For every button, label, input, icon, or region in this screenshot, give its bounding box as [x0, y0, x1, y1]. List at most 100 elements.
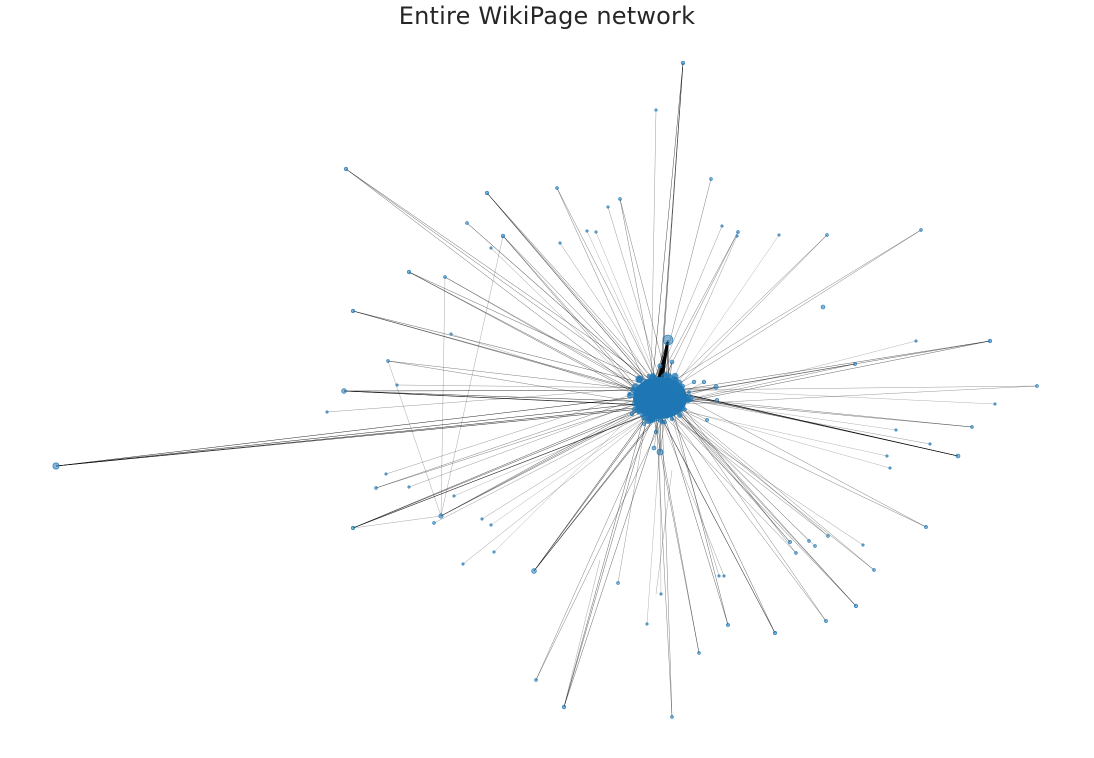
node	[914, 339, 918, 343]
edge	[657, 398, 875, 571]
node	[489, 523, 493, 527]
hub-node	[663, 379, 670, 386]
hub-node	[663, 389, 668, 394]
edge	[658, 398, 927, 528]
edge	[387, 360, 442, 517]
hub-node	[655, 415, 659, 419]
edge	[650, 109, 657, 407]
edge	[352, 310, 662, 388]
node	[726, 623, 730, 627]
node	[813, 544, 817, 548]
node	[616, 581, 620, 585]
edge	[653, 398, 725, 577]
node	[561, 704, 567, 710]
hub-node	[641, 387, 648, 394]
node	[651, 445, 657, 451]
nodes-layer	[52, 60, 1039, 719]
edge	[658, 234, 828, 399]
edge	[444, 276, 666, 402]
node	[585, 229, 589, 233]
node	[713, 384, 719, 390]
node	[534, 678, 538, 682]
edge	[668, 389, 927, 528]
edge	[533, 402, 669, 572]
node	[826, 534, 830, 538]
node	[659, 592, 663, 596]
node	[489, 246, 493, 250]
edge	[533, 395, 664, 572]
edge	[649, 395, 700, 654]
edge	[433, 401, 670, 524]
edge	[664, 397, 829, 537]
edge	[408, 271, 669, 409]
node	[461, 562, 465, 566]
edge	[669, 234, 780, 395]
edge	[669, 398, 729, 626]
node	[736, 230, 740, 234]
edge	[440, 276, 446, 517]
node	[341, 388, 347, 394]
edge	[658, 229, 922, 397]
node	[720, 224, 724, 228]
hub-node	[683, 396, 692, 404]
edge	[651, 402, 797, 554]
hub-node	[643, 381, 651, 390]
node	[343, 166, 349, 172]
node	[955, 453, 961, 459]
node	[657, 363, 663, 369]
node	[820, 304, 826, 310]
edge	[607, 206, 665, 394]
node	[669, 359, 675, 365]
hub-node	[657, 413, 662, 417]
edge	[490, 405, 664, 526]
edge	[502, 235, 653, 405]
edge	[651, 62, 684, 393]
node	[350, 525, 356, 531]
hub-node	[687, 390, 691, 395]
node	[722, 574, 726, 578]
node	[825, 233, 829, 237]
edge	[444, 276, 670, 407]
edge	[343, 390, 665, 403]
edge	[650, 340, 991, 410]
node	[395, 383, 399, 387]
node	[794, 551, 798, 555]
node	[924, 525, 928, 529]
edge	[440, 406, 652, 517]
hub-node	[669, 377, 673, 381]
edge	[563, 395, 667, 708]
edge	[654, 394, 673, 718]
hub-node	[677, 412, 683, 418]
hub-node	[639, 401, 644, 406]
edge	[387, 360, 652, 405]
hub-node	[662, 419, 667, 425]
edge	[440, 397, 664, 517]
hub-node	[648, 385, 656, 393]
hub-node	[658, 403, 667, 412]
node	[705, 418, 709, 422]
edge	[659, 387, 996, 405]
figure-title: Entire WikiPage network	[398, 2, 696, 30]
edge	[352, 515, 442, 529]
hub-node	[650, 372, 656, 378]
edge	[654, 229, 922, 393]
hub-node	[675, 379, 683, 387]
node	[480, 517, 484, 521]
edge	[345, 168, 656, 405]
hub-node	[651, 378, 656, 383]
edge	[502, 235, 657, 395]
edge	[668, 399, 857, 607]
edge	[440, 396, 661, 517]
node	[894, 428, 898, 432]
node	[987, 338, 993, 344]
node	[406, 269, 412, 275]
node	[872, 568, 876, 572]
hub-node	[641, 392, 648, 399]
node	[492, 550, 496, 554]
node	[653, 429, 659, 435]
hub-node	[665, 415, 670, 419]
node	[701, 379, 707, 385]
node	[407, 485, 411, 489]
edge	[375, 399, 650, 489]
